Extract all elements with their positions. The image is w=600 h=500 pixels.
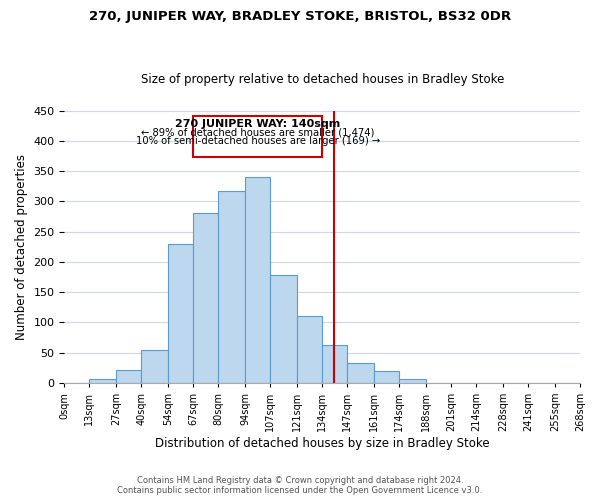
Bar xyxy=(89,378,116,383)
Bar xyxy=(347,363,374,383)
Text: 10% of semi-detached houses are larger (169) →: 10% of semi-detached houses are larger (… xyxy=(136,136,380,145)
Bar xyxy=(218,191,245,383)
Bar xyxy=(116,370,142,383)
Text: Contains HM Land Registry data © Crown copyright and database right 2024.
Contai: Contains HM Land Registry data © Crown c… xyxy=(118,476,482,495)
Text: ← 89% of detached houses are smaller (1,474): ← 89% of detached houses are smaller (1,… xyxy=(141,128,374,138)
Bar xyxy=(297,316,322,383)
FancyBboxPatch shape xyxy=(193,116,322,156)
Text: 270, JUNIPER WAY, BRADLEY STOKE, BRISTOL, BS32 0DR: 270, JUNIPER WAY, BRADLEY STOKE, BRISTOL… xyxy=(89,10,511,23)
Title: Size of property relative to detached houses in Bradley Stoke: Size of property relative to detached ho… xyxy=(140,73,504,86)
Text: 270 JUNIPER WAY: 140sqm: 270 JUNIPER WAY: 140sqm xyxy=(175,119,340,129)
Bar xyxy=(245,178,270,383)
Bar xyxy=(374,372,399,383)
Bar xyxy=(322,346,347,383)
Bar xyxy=(399,378,426,383)
Bar xyxy=(168,244,193,383)
Bar xyxy=(193,213,218,383)
X-axis label: Distribution of detached houses by size in Bradley Stoke: Distribution of detached houses by size … xyxy=(155,437,490,450)
Bar xyxy=(142,350,168,383)
Bar xyxy=(270,276,297,383)
Y-axis label: Number of detached properties: Number of detached properties xyxy=(15,154,28,340)
